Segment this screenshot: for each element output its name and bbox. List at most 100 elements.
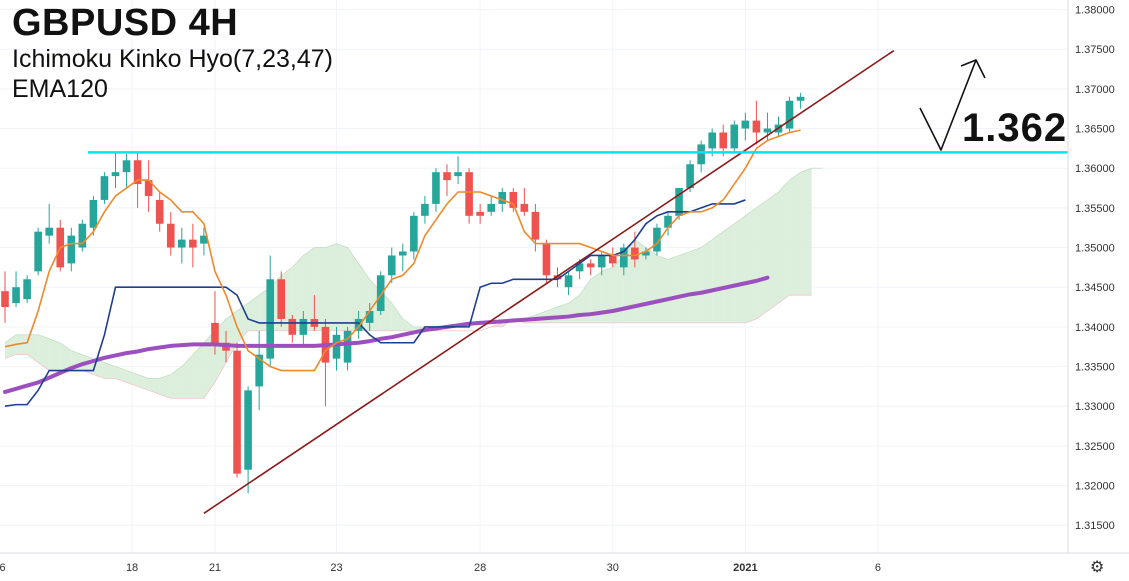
candle-body bbox=[78, 223, 87, 248]
candle bbox=[56, 219, 65, 272]
candle-body bbox=[211, 322, 219, 343]
candle-body bbox=[531, 211, 540, 240]
y-tick-label: 1.37500 bbox=[1075, 44, 1115, 56]
candle-body bbox=[631, 247, 639, 260]
candle-body bbox=[608, 255, 617, 264]
cloud-segment bbox=[668, 255, 680, 323]
candle bbox=[1, 271, 9, 323]
y-tick-label: 1.38000 bbox=[1075, 5, 1115, 17]
candle bbox=[465, 168, 473, 224]
cloud-segment bbox=[800, 168, 812, 296]
candle-body bbox=[1, 291, 9, 308]
candle-body bbox=[421, 203, 429, 216]
indicator-lines bbox=[3, 129, 801, 408]
candle-body bbox=[686, 164, 694, 189]
gear-icon[interactable]: ⚙ bbox=[1090, 559, 1105, 576]
y-tick-label: 1.36000 bbox=[1075, 163, 1115, 175]
candle-body bbox=[67, 235, 76, 264]
cloud-segment bbox=[203, 330, 215, 399]
cloud-segment bbox=[656, 255, 668, 323]
candle bbox=[299, 311, 308, 347]
y-tick-label: 1.32000 bbox=[1075, 481, 1115, 493]
cloud-segment bbox=[16, 334, 28, 355]
candle bbox=[144, 160, 153, 212]
cloud-segment bbox=[104, 362, 116, 379]
candle-body bbox=[796, 96, 805, 101]
cloud-segment bbox=[690, 247, 702, 323]
candle bbox=[321, 318, 330, 407]
x-tick-label: 16 bbox=[0, 562, 6, 574]
candle-body bbox=[100, 176, 109, 200]
candle bbox=[45, 203, 53, 244]
candle bbox=[244, 386, 252, 494]
candle bbox=[454, 156, 462, 185]
candle bbox=[78, 219, 87, 252]
cloud-segment bbox=[27, 334, 39, 363]
cloud-segment bbox=[126, 370, 138, 387]
y-tick-label: 1.34500 bbox=[1075, 282, 1115, 294]
candle-body bbox=[144, 180, 153, 196]
cloud-segment bbox=[723, 223, 735, 323]
candle bbox=[620, 243, 628, 276]
x-tick-label: 30 bbox=[607, 562, 619, 574]
cloud-segment bbox=[634, 239, 646, 323]
y-tick-label: 1.35500 bbox=[1075, 203, 1115, 215]
candle bbox=[233, 342, 241, 478]
candle-body bbox=[266, 279, 274, 359]
candle bbox=[166, 211, 175, 256]
candle-body bbox=[376, 275, 385, 312]
y-tick-label: 1.37000 bbox=[1075, 84, 1115, 96]
projection-arrow-head bbox=[960, 59, 986, 79]
candle-body bbox=[23, 279, 31, 300]
candle bbox=[697, 140, 705, 173]
cloud-segment bbox=[601, 267, 613, 323]
candle bbox=[354, 311, 363, 339]
cloud-segment bbox=[712, 231, 724, 323]
candle bbox=[564, 271, 573, 296]
candle bbox=[288, 314, 297, 343]
ichimoku-cloud bbox=[4, 167, 823, 399]
candle-body bbox=[476, 211, 484, 216]
candle bbox=[89, 195, 98, 236]
cloud-segment bbox=[248, 295, 260, 331]
candle-body bbox=[155, 199, 164, 224]
candle bbox=[189, 223, 197, 268]
cloud-segment bbox=[292, 255, 304, 331]
y-tick-label: 1.36500 bbox=[1075, 124, 1115, 136]
cloud-segment bbox=[679, 251, 691, 323]
y-tick-label: 1.33000 bbox=[1075, 401, 1115, 413]
candle-body bbox=[763, 128, 772, 133]
candle-body bbox=[244, 390, 252, 470]
candle bbox=[421, 195, 429, 224]
cloud-segment bbox=[137, 374, 149, 391]
y-tick-label: 1.34000 bbox=[1075, 322, 1115, 334]
candle-body bbox=[785, 100, 794, 129]
candle-body bbox=[410, 215, 418, 252]
candle bbox=[34, 227, 42, 276]
candle-body bbox=[288, 318, 297, 335]
candle-body bbox=[133, 160, 142, 185]
candle-body bbox=[487, 203, 495, 212]
candle bbox=[387, 247, 396, 284]
cloud-segment bbox=[192, 342, 204, 399]
cloud-segment bbox=[325, 243, 337, 331]
cloud-segment bbox=[645, 247, 657, 323]
senkou-b-line bbox=[4, 294, 812, 399]
candle-body bbox=[277, 279, 286, 319]
candles bbox=[1, 92, 805, 494]
candle bbox=[178, 227, 186, 264]
cloud-segment bbox=[336, 243, 348, 331]
candle-body bbox=[89, 199, 98, 228]
x-tick-label: 28 bbox=[474, 562, 486, 574]
candle bbox=[520, 188, 529, 216]
candle bbox=[200, 227, 208, 256]
cloud-segment bbox=[546, 307, 558, 323]
candle-body bbox=[45, 227, 53, 236]
candle bbox=[741, 112, 750, 141]
candle-body bbox=[642, 251, 650, 256]
x-tick-label: 23 bbox=[330, 562, 342, 574]
candle bbox=[122, 153, 131, 189]
tenkan-line bbox=[4, 129, 801, 372]
